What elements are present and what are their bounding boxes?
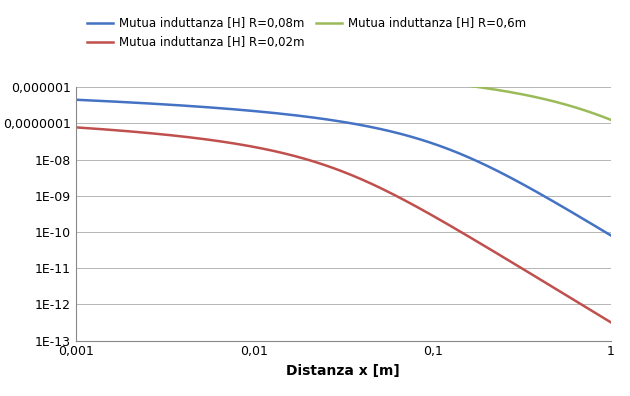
Mutua induttanza [H] R=0,6m — [387, 75, 395, 80]
Mutua induttanza [H] R=0,02m — [430, 213, 437, 218]
Mutua induttanza [H] R=0,08m — [210, 105, 217, 110]
Mutua induttanza [H] R=0,6m — [210, 65, 217, 70]
Mutua induttanza [H] R=0,02m — [72, 125, 79, 130]
Mutua induttanza [H] R=0,6m — [607, 118, 615, 122]
Mutua induttanza [H] R=0,02m — [607, 320, 615, 325]
Mutua induttanza [H] R=0,08m — [314, 116, 322, 120]
Line: Mutua induttanza [H] R=0,02m: Mutua induttanza [H] R=0,02m — [76, 128, 611, 322]
Mutua induttanza [H] R=0,08m — [607, 233, 615, 238]
Mutua induttanza [H] R=0,6m — [475, 85, 483, 89]
Mutua induttanza [H] R=0,08m — [166, 103, 174, 107]
Mutua induttanza [H] R=0,02m — [387, 191, 395, 196]
Mutua induttanza [H] R=0,08m — [475, 160, 483, 164]
X-axis label: Distanza x [m]: Distanza x [m] — [287, 364, 400, 378]
Mutua induttanza [H] R=0,6m — [314, 70, 322, 75]
Mutua induttanza [H] R=0,02m — [166, 133, 174, 137]
Mutua induttanza [H] R=0,08m — [387, 129, 395, 134]
Mutua induttanza [H] R=0,08m — [72, 97, 79, 102]
Mutua induttanza [H] R=0,08m — [430, 141, 437, 146]
Mutua induttanza [H] R=0,02m — [210, 138, 217, 143]
Legend: Mutua induttanza [H] R=0,08m, Mutua induttanza [H] R=0,02m, Mutua induttanza [H]: Mutua induttanza [H] R=0,08m, Mutua indu… — [87, 17, 526, 49]
Mutua induttanza [H] R=0,02m — [314, 160, 322, 165]
Mutua induttanza [H] R=0,6m — [430, 79, 437, 84]
Line: Mutua induttanza [H] R=0,6m: Mutua induttanza [H] R=0,6m — [76, 62, 611, 120]
Line: Mutua induttanza [H] R=0,08m: Mutua induttanza [H] R=0,08m — [76, 100, 611, 236]
Mutua induttanza [H] R=0,6m — [72, 60, 79, 65]
Mutua induttanza [H] R=0,6m — [166, 63, 174, 68]
Mutua induttanza [H] R=0,02m — [475, 240, 483, 245]
